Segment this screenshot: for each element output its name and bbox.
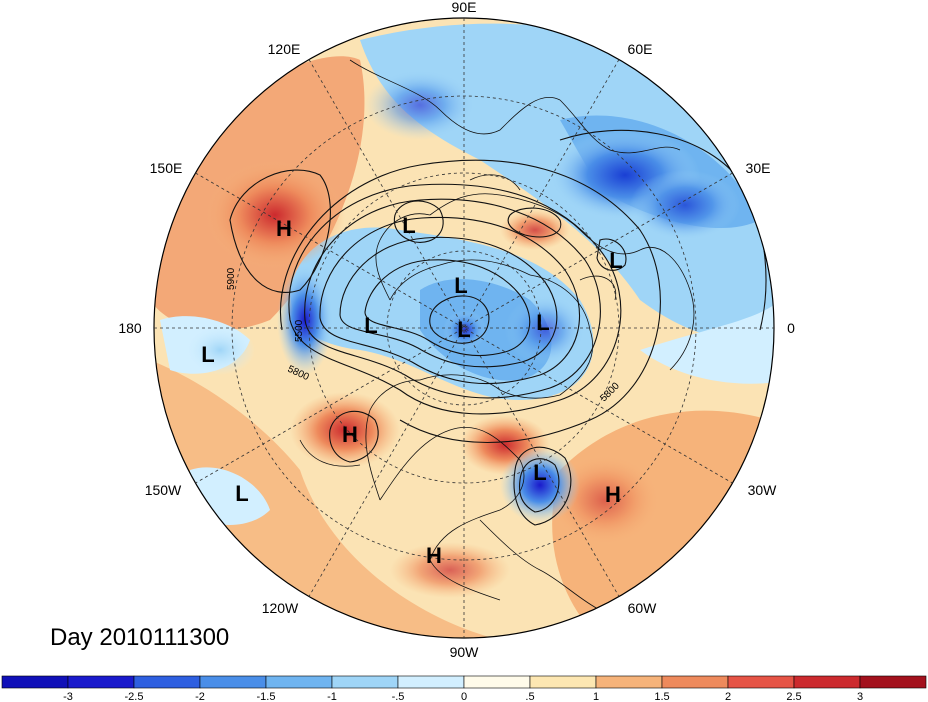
colorbar-segment [199,675,267,689]
colorbar-tick-label: 2 [725,691,731,702]
contour-label-5500: 5500 [294,319,305,342]
colorbar-tick-label: 3 [857,691,863,702]
colorbar-segment [661,675,729,689]
colorbar-segment [331,675,399,689]
pressure-center-low: L [536,310,549,335]
colorbar-tick-label: 1 [593,691,599,702]
lon-label-120e: 120E [268,41,301,57]
day-label: Day 2010111300 [50,624,229,651]
lon-label-150w: 150W [145,482,182,498]
colorbar-segment [133,675,201,689]
pressure-center-low: L [235,481,248,506]
pressure-center-high: H [426,543,442,568]
colorbar-segment [595,675,663,689]
colorbar-segment [265,675,333,689]
colorbar-segment [529,675,597,689]
pressure-center-low: L [457,317,470,342]
geopotential-contours [229,129,767,526]
lon-label-120w: 120W [262,600,299,616]
colorbar-tick-label: -.5 [392,691,405,702]
pressure-centers: H L L L L L L L H L L H H [201,213,622,568]
lon-label-150e: 150E [150,160,183,176]
pressure-center-low: L [533,460,546,485]
colorbar-segment [727,675,795,689]
lon-label-90w: 90W [450,644,480,660]
colorbar-tick-label: .5 [525,691,534,702]
graticule [154,18,774,638]
colorbar-segment [67,675,135,689]
colorbar-tick-label: -1 [327,691,337,702]
longitude-labels: 90E 120E 60E 150E 30E 180 0 150W 30W 120… [118,0,795,660]
pressure-center-high: H [342,422,358,447]
colorbar-tick-label: -3 [63,691,73,702]
lon-label-180: 180 [118,320,142,336]
pressure-center-low: L [454,273,467,298]
colorbar-segment [463,675,531,689]
pressure-center-low: L [364,313,377,338]
colorbar-tick-label: 0 [461,691,467,702]
lon-label-60w: 60W [628,600,658,616]
pressure-center-low: L [609,248,622,273]
colorbar-segment [793,675,861,689]
colorbar-tick-label: -2.5 [125,691,144,702]
contour-label-5900: 5900 [226,267,237,290]
lon-label-30w: 30W [748,482,778,498]
pressure-center-low: L [201,342,214,367]
colorbar: -3 -2.5 -2 -1.5 -1 -.5 0 .5 1 1.5 2 2.5 3 [1,675,927,702]
lon-label-30e: 30E [746,160,771,176]
colorbar-segment [397,675,465,689]
colorbar-tick-label: 2.5 [786,691,801,702]
colorbar-tick-label: -1.5 [257,691,276,702]
pressure-center-high: H [276,216,292,241]
pressure-center-high: H [605,482,621,507]
pressure-center-low: L [402,213,415,238]
coastlines [299,59,695,611]
anomaly-field [154,18,774,638]
colorbar-segment [859,675,927,689]
lon-label-90e: 90E [452,0,477,15]
lon-label-0: 0 [787,320,795,336]
colorbar-tick-label: 1.5 [654,691,669,702]
lon-label-60e: 60E [628,41,653,57]
colorbar-tick-label: -2 [195,691,205,702]
colorbar-segment [1,675,69,689]
